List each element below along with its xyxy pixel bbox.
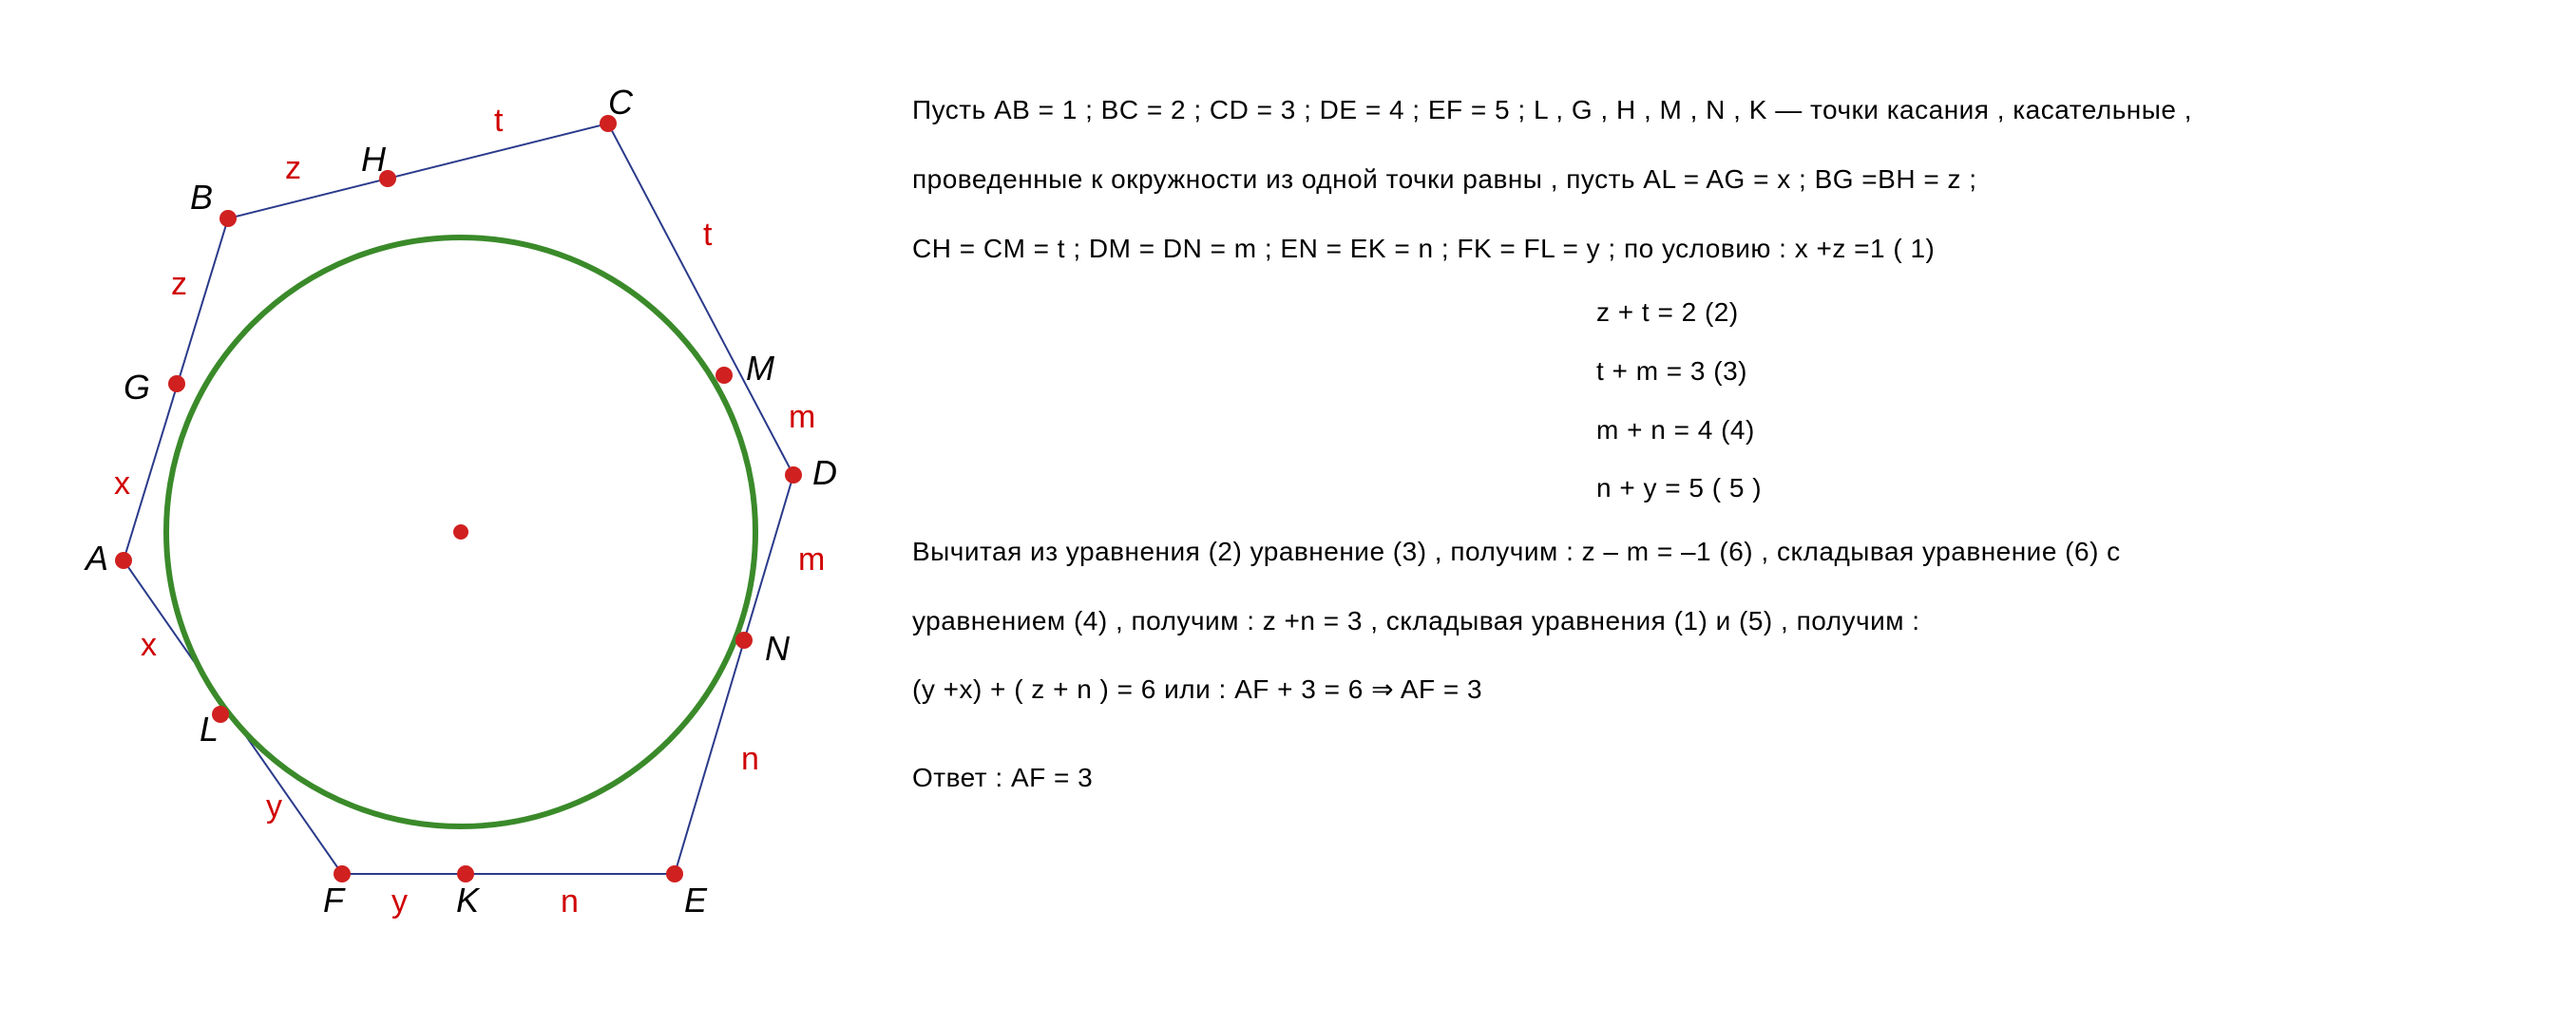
segment-label-8: n (741, 741, 759, 777)
tangent-label-K: K (456, 881, 481, 920)
line-3: CH = CM = t ; DM = DN = m ; EN = EK = n … (912, 215, 2519, 284)
solution-text: Пусть AB = 1 ; BC = 2 ; CD = 3 ; DE = 4 … (912, 0, 2576, 1019)
vertex-D (785, 466, 802, 484)
vertex-label-A: A (84, 539, 108, 578)
tangent-label-M: M (746, 349, 774, 388)
line-1: Пусть AB = 1 ; BC = 2 ; CD = 3 ; DE = 4 … (912, 76, 2519, 145)
segment-label-10: y (391, 883, 408, 920)
tangent-label-G: G (124, 368, 150, 407)
segment-label-0: x (114, 465, 130, 502)
segment-label-3: z (285, 150, 301, 186)
tangent-label-L: L (200, 710, 219, 749)
segment-label-2: z (171, 266, 187, 302)
tangent-point-G (168, 375, 185, 392)
tangent-label-N: N (765, 629, 791, 668)
segment-label-9: n (561, 883, 579, 920)
vertex-label-D: D (812, 453, 837, 492)
tangent-label-H: H (361, 140, 387, 179)
diagram-column: A B C D E F G H M N K Lx x z z t t m m n n y y (0, 0, 912, 1019)
vertex-E (666, 865, 683, 882)
line-2: проведенные к окружности из одной точки … (912, 145, 2519, 215)
segment-label-4: t (494, 103, 504, 139)
page: A B C D E F G H M N K Lx x z z t t m m n n y y Пусть AB = 1 ; … (0, 0, 2576, 1019)
line-5: уравнением (4) , получим : z +n = 3 , ск… (912, 587, 2519, 656)
eq-3: t + m = 3 (3) (1596, 342, 2519, 401)
eq-5: n + y = 5 ( 5 ) (1596, 459, 2519, 518)
segment-label-5: t (703, 217, 713, 253)
center-point (453, 524, 468, 540)
answer-line: Ответ : AF = 3 (912, 744, 2519, 813)
vertex-label-C: C (608, 83, 634, 122)
equation-block: z + t = 2 (2) t + m = 3 (3) m + n = 4 (4… (1596, 283, 2519, 517)
tangent-point-N (735, 632, 753, 649)
segment-label-7: m (798, 541, 825, 578)
vertex-label-E: E (684, 881, 708, 920)
vertex-label-B: B (190, 178, 213, 217)
vertex-B (219, 210, 237, 227)
eq-4: m + n = 4 (4) (1596, 401, 2519, 460)
segment-label-1: x (141, 627, 157, 663)
eq-2: z + t = 2 (2) (1596, 283, 2519, 342)
tangent-point-M (716, 367, 733, 384)
line-4: Вычитая из уравнения (2) уравнение (3) ,… (912, 518, 2519, 587)
segment-label-11: y (266, 788, 282, 825)
vertex-A (115, 552, 132, 569)
spacer (912, 725, 2519, 744)
geometry-diagram: A B C D E F G H M N K Lx x z z t t m m n n y y (0, 0, 912, 1019)
vertex-label-F: F (323, 881, 346, 920)
line-6: (y +x) + ( z + n ) = 6 или : AF + 3 = 6 … (912, 655, 2519, 725)
segment-label-6: m (789, 399, 815, 435)
